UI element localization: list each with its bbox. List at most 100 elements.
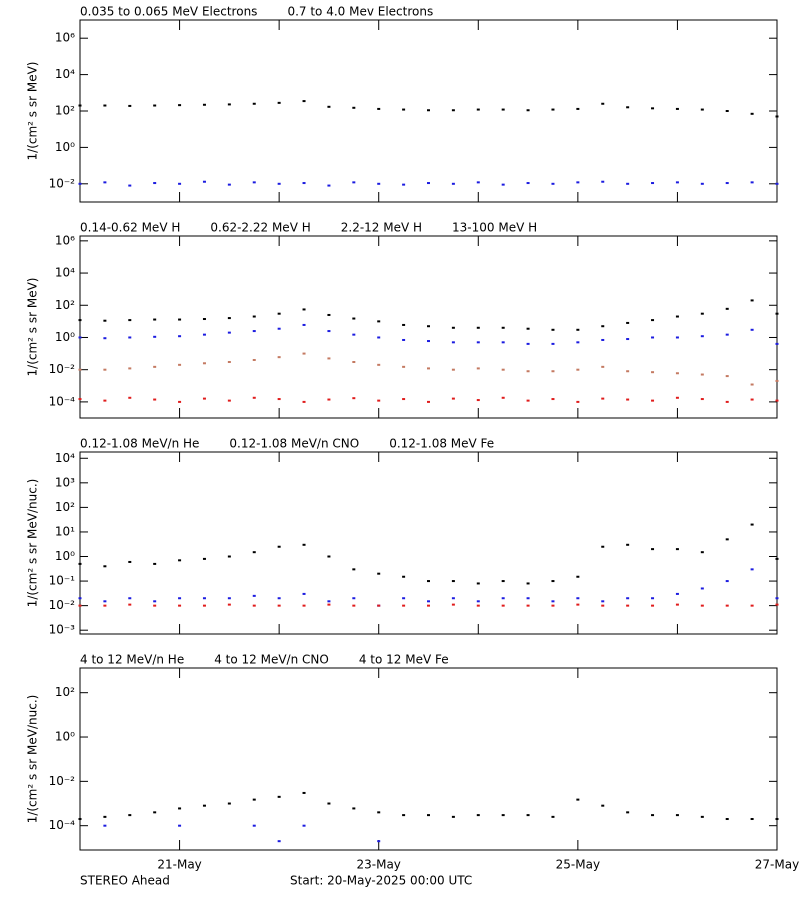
data-point <box>427 367 430 370</box>
data-point <box>78 319 82 322</box>
y-tick-label: 10⁻⁴ <box>49 394 76 408</box>
data-point <box>227 399 231 402</box>
data-point <box>153 318 157 321</box>
data-point <box>103 399 107 402</box>
data-point <box>551 398 555 401</box>
data-point <box>352 397 356 400</box>
plot-frame <box>79 235 778 419</box>
data-point <box>202 180 206 183</box>
data-point <box>526 327 530 330</box>
data-point <box>178 363 182 366</box>
y-tick-label: 10⁶ <box>55 233 75 247</box>
data-point <box>576 107 580 110</box>
data-point <box>103 604 107 607</box>
data-point <box>327 184 331 187</box>
data-point <box>576 368 580 371</box>
data-point <box>601 604 605 607</box>
data-point <box>626 811 630 814</box>
y-tick-label: 10⁻⁴ <box>49 818 76 832</box>
data-point <box>377 336 381 339</box>
data-point <box>103 181 107 184</box>
data-point <box>178 400 182 403</box>
data-point <box>501 326 505 329</box>
data-point <box>302 400 306 403</box>
data-point <box>277 398 281 401</box>
data-point <box>402 398 406 401</box>
legend-entry: 0.62-2.22 MeV H <box>210 221 310 235</box>
data-point <box>675 396 679 399</box>
x-tick-label: 21-May <box>157 858 201 872</box>
data-point <box>526 109 530 112</box>
data-point <box>128 336 132 339</box>
x-tick-label: 27-May <box>755 858 799 872</box>
footer-center: Start: 20-May-2025 00:00 UTC <box>290 874 472 888</box>
data-point <box>153 104 157 107</box>
data-point <box>78 182 82 185</box>
data-point <box>178 604 182 607</box>
data-point <box>451 815 455 818</box>
data-point <box>451 326 455 329</box>
data-point <box>700 604 704 607</box>
data-point <box>103 104 107 107</box>
data-point <box>302 791 306 794</box>
data-point <box>227 317 231 320</box>
legend-entry: 2.2-12 MeV H <box>341 221 422 235</box>
data-point <box>750 568 754 571</box>
data-point <box>277 356 281 359</box>
data-point <box>651 399 655 402</box>
data-point <box>377 811 381 814</box>
data-point <box>551 580 555 583</box>
data-point <box>153 398 157 401</box>
data-point <box>576 597 580 600</box>
data-point <box>626 543 630 546</box>
data-point <box>651 336 655 339</box>
data-point <box>277 795 281 798</box>
data-point <box>626 398 630 401</box>
data-point <box>352 807 356 810</box>
data-point <box>651 319 655 322</box>
data-point <box>476 181 480 184</box>
data-point <box>402 323 406 326</box>
data-point <box>103 824 107 827</box>
data-point <box>750 181 754 184</box>
data-point <box>327 802 331 805</box>
data-point <box>675 814 679 817</box>
data-point <box>651 814 655 817</box>
data-point <box>277 604 281 607</box>
data-point <box>352 333 356 336</box>
data-point <box>202 333 206 336</box>
data-point <box>302 182 306 185</box>
data-point <box>501 396 505 399</box>
data-point <box>576 400 580 403</box>
data-point <box>626 597 630 600</box>
data-point <box>78 368 82 371</box>
data-point <box>78 398 82 401</box>
data-point <box>775 115 779 118</box>
data-point <box>601 600 605 603</box>
data-point <box>700 398 704 401</box>
data-point <box>700 182 704 185</box>
data-point <box>451 109 455 112</box>
data-point <box>178 182 182 185</box>
data-point <box>377 399 381 402</box>
data-point <box>252 604 256 607</box>
y-axis-label: 1/(cm² s sr MeV) <box>26 62 40 161</box>
data-point <box>775 312 779 315</box>
data-point <box>725 604 729 607</box>
data-point <box>775 342 779 345</box>
data-point <box>775 557 779 560</box>
data-point <box>725 400 729 403</box>
data-point <box>128 814 132 817</box>
data-point <box>675 315 679 318</box>
data-point <box>252 551 256 554</box>
data-point <box>675 181 679 184</box>
data-point <box>551 370 555 373</box>
legend-entry: 4 to 12 MeV/n CNO <box>214 653 329 667</box>
data-point <box>551 108 555 111</box>
data-point <box>626 182 630 185</box>
legend-entry: 4 to 12 MeV/n He <box>80 653 184 667</box>
y-tick-label: 10⁴ <box>55 266 75 280</box>
data-point <box>377 840 381 843</box>
data-point <box>750 383 754 386</box>
legend-entry: 0.035 to 0.065 MeV Electrons <box>80 5 257 19</box>
